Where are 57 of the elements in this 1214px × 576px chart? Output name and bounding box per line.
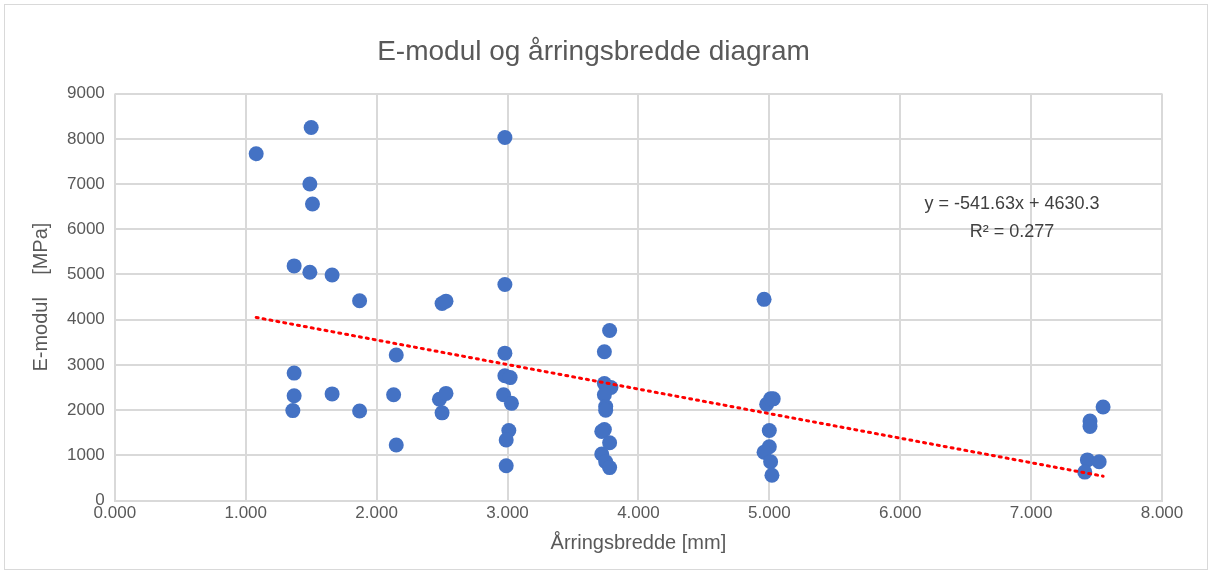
point	[602, 435, 618, 451]
x-tick-label: 3.000	[486, 503, 529, 523]
annotation: y = -541.63x + 4630.3	[924, 192, 1100, 213]
point	[756, 291, 772, 307]
point	[497, 129, 513, 145]
x-tick-label: 2.000	[355, 503, 398, 523]
x-tick-label: 4.000	[617, 503, 660, 523]
x-tick-label: 6.000	[878, 503, 922, 523]
point	[497, 276, 513, 292]
point	[602, 323, 618, 339]
point	[602, 460, 618, 476]
point	[386, 387, 402, 403]
point	[286, 388, 302, 404]
point	[352, 293, 368, 309]
annotation: R² = 0.277	[969, 220, 1055, 241]
y-tick-label: 2000	[66, 399, 105, 419]
point	[302, 264, 318, 280]
point	[388, 437, 404, 453]
y-axis-title: E-modul [MPa]	[28, 222, 51, 372]
y-tick-label: 6000	[66, 218, 105, 238]
x-tick-label: 1.000	[224, 503, 267, 523]
y-tick-label: 4000	[66, 309, 105, 329]
point	[503, 395, 519, 411]
chart-title: E-modul og årringsbredde diagram	[377, 34, 810, 66]
y-tick-label: 1000	[66, 445, 105, 465]
point	[497, 345, 513, 361]
point	[303, 120, 319, 136]
point	[248, 146, 264, 162]
point	[596, 344, 612, 360]
point	[286, 258, 302, 274]
point	[304, 196, 320, 212]
point	[498, 458, 514, 474]
point	[438, 293, 454, 309]
y-tick-label: 7000	[66, 173, 105, 193]
x-tick-label: 7.000	[1009, 503, 1053, 523]
point	[763, 454, 779, 470]
x-tick-label: 8.000	[1140, 503, 1184, 523]
point	[302, 176, 318, 192]
point	[324, 386, 340, 402]
y-tick-label: 8000	[66, 128, 105, 148]
y-tick-label: 9000	[66, 83, 105, 103]
x-tick-label: 5.000	[748, 503, 791, 523]
x-axis-title: Årringsbredde [mm]	[550, 530, 727, 553]
point	[1095, 399, 1111, 415]
point	[761, 423, 777, 439]
point	[352, 403, 368, 419]
point	[434, 405, 450, 421]
point	[286, 365, 302, 381]
y-tick-label: 5000	[66, 264, 105, 284]
point	[388, 347, 404, 363]
point	[285, 403, 301, 419]
point	[764, 467, 780, 483]
point	[438, 385, 454, 401]
y-tick-label: 3000	[66, 354, 105, 374]
point	[498, 432, 514, 448]
point	[324, 267, 340, 283]
point	[1091, 454, 1107, 470]
